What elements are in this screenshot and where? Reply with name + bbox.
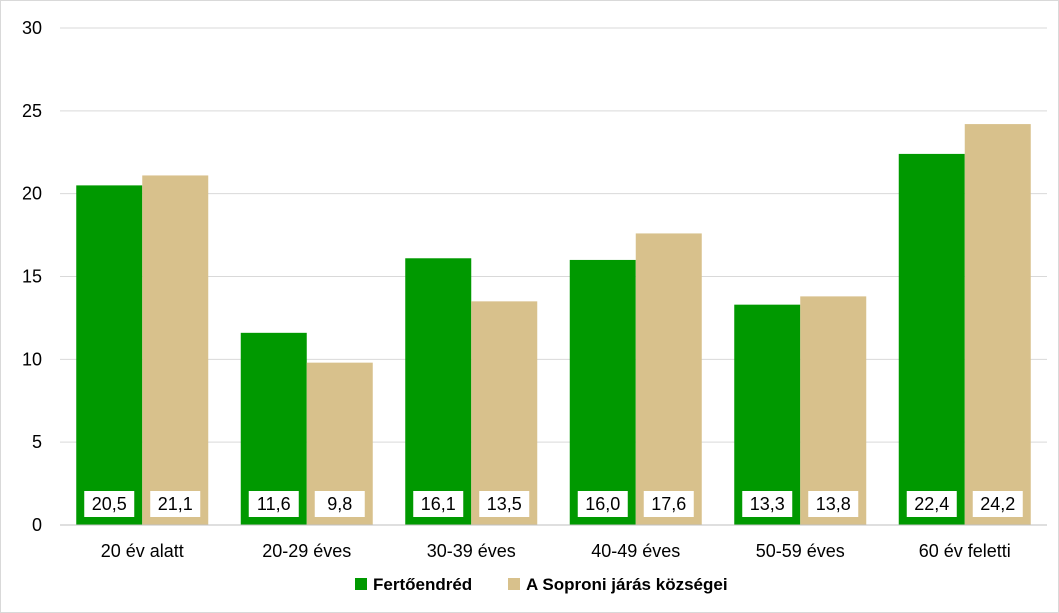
y-tick-label: 20 — [22, 184, 42, 204]
data-label: 13,5 — [487, 494, 522, 514]
data-label: 22,4 — [914, 494, 949, 514]
y-tick-label: 30 — [22, 18, 42, 38]
y-tick-label: 0 — [32, 515, 42, 535]
y-tick-label: 5 — [32, 432, 42, 452]
y-tick-label: 25 — [22, 101, 42, 121]
x-category-label: 20-29 éves — [262, 541, 351, 561]
x-category-label: 30-39 éves — [427, 541, 516, 561]
bar — [569, 259, 636, 525]
bar — [964, 124, 1031, 525]
data-label-box — [577, 491, 628, 517]
data-label-box — [248, 491, 299, 517]
legend-swatch — [508, 578, 520, 590]
data-labels: 20,5 21,1 11,6 9,8 16,1 13,5 16,0 17,6 13,3 13,8 2… — [84, 491, 1023, 517]
bar — [898, 153, 965, 525]
data-label: 17,6 — [651, 494, 686, 514]
bar — [471, 301, 538, 525]
bar — [142, 175, 209, 525]
data-label: 9,8 — [327, 494, 352, 514]
data-label: 16,1 — [421, 494, 456, 514]
data-label: 11,6 — [257, 494, 291, 514]
legend-label: A Soproni járás községei — [526, 575, 728, 594]
data-label-box — [643, 491, 694, 517]
data-label-box — [413, 491, 464, 517]
bar — [635, 233, 702, 525]
data-label-box — [906, 491, 957, 517]
data-label-box — [808, 491, 859, 517]
x-category-label: 20 év alatt — [101, 541, 184, 561]
bar — [76, 185, 143, 525]
bar — [800, 296, 867, 525]
x-category-label: 50-59 éves — [756, 541, 845, 561]
data-label-box — [972, 491, 1023, 517]
data-label: 24,2 — [980, 494, 1015, 514]
legend-swatch — [355, 578, 367, 590]
data-label: 13,3 — [750, 494, 785, 514]
data-label: 13,8 — [816, 494, 851, 514]
data-label: 21,1 — [158, 494, 193, 514]
data-label-box — [742, 491, 793, 517]
x-category-label: 40-49 éves — [591, 541, 680, 561]
legend: Fertőendréd A Soproni járás községei — [355, 575, 728, 594]
data-label: 20,5 — [92, 494, 127, 514]
data-label-box — [84, 491, 135, 517]
bars — [76, 124, 1031, 525]
x-category-label: 60 év feletti — [919, 541, 1011, 561]
data-label-box — [314, 491, 365, 517]
bar — [405, 258, 472, 525]
bar — [734, 304, 801, 525]
y-axis-ticks: 0 5 10 15 20 25 30 — [22, 18, 42, 535]
x-axis-categories: 20 év alatt 20-29 éves 30-39 éves 40-49 éve… — [101, 541, 1011, 561]
gridlines — [60, 27, 1047, 443]
y-tick-label: 10 — [22, 349, 42, 369]
y-tick-label: 15 — [22, 267, 42, 287]
data-label-box — [150, 491, 201, 517]
legend-label: Fertőendréd — [373, 575, 472, 594]
data-label: 16,0 — [585, 494, 620, 514]
data-label-box — [479, 491, 530, 517]
